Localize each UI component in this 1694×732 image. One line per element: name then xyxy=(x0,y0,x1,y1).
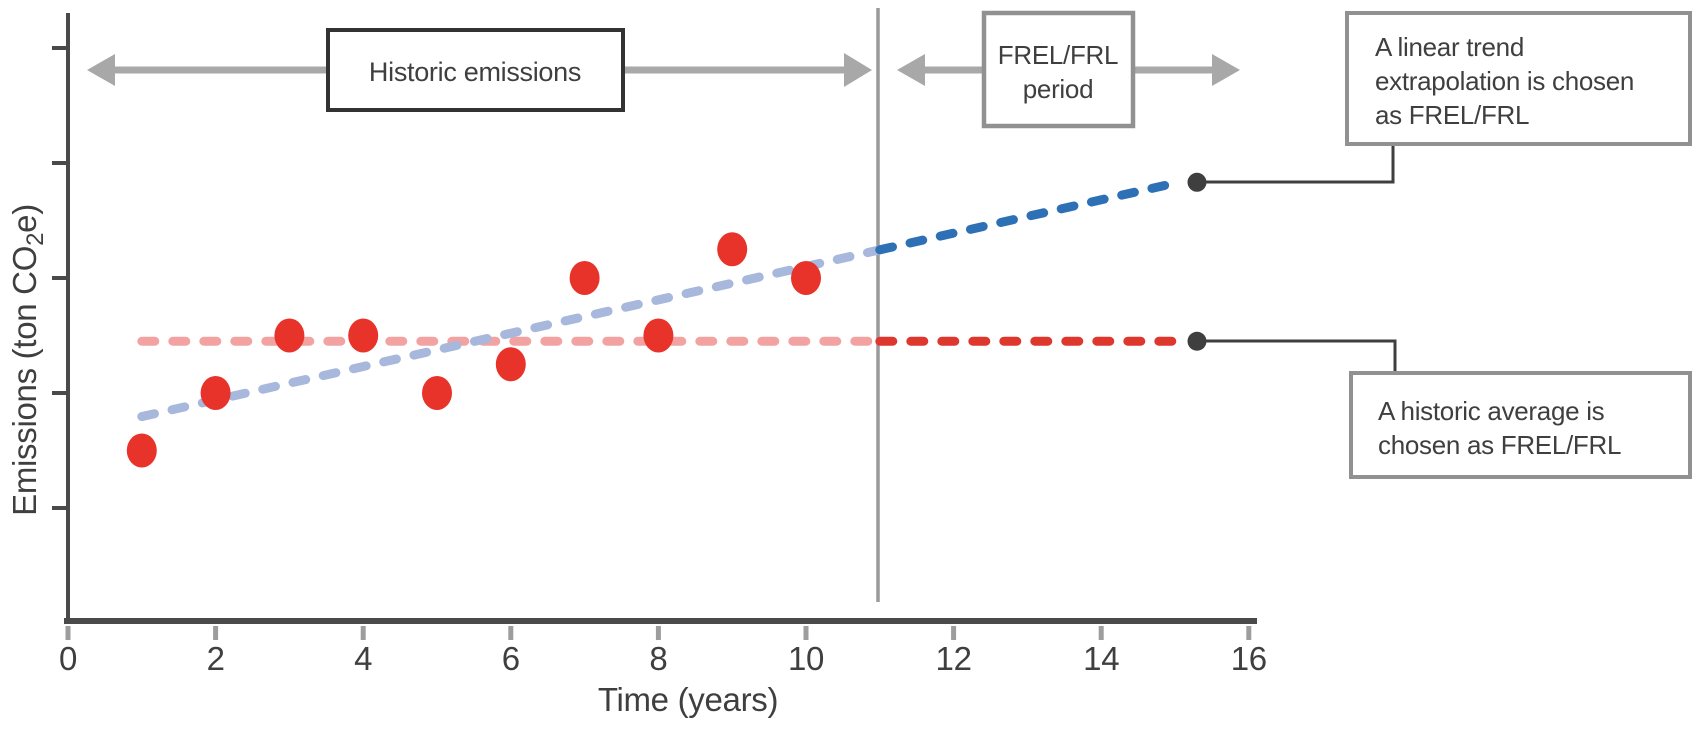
arrowhead-left-icon xyxy=(87,54,115,86)
frel-period-label-box xyxy=(981,10,1136,129)
data-point xyxy=(348,318,379,353)
historic-emissions-label-box xyxy=(326,28,625,112)
data-point xyxy=(643,318,674,353)
linear-trend-line-historic-segment xyxy=(137,245,885,422)
x-tick-label: 0 xyxy=(59,640,77,677)
y-axis-title-subscript: 2 xyxy=(22,233,49,246)
annotation-box xyxy=(1349,371,1692,479)
connector-line-trend xyxy=(1197,146,1395,184)
data-point xyxy=(495,347,526,382)
annotation-line: extrapolation is chosen xyxy=(1375,66,1634,96)
annotation-line: chosen as FREL/FRL xyxy=(1378,430,1621,460)
data-point xyxy=(422,376,452,410)
frel-period-label-line2: period xyxy=(1023,74,1093,104)
annotation-line: A linear trend xyxy=(1375,32,1524,62)
data-point xyxy=(126,433,157,468)
connector-line-average xyxy=(1197,339,1397,375)
x-tick-label: 12 xyxy=(936,640,972,677)
x-tick-label: 2 xyxy=(207,640,225,677)
frel-period-arrow: FREL/FRL period xyxy=(897,10,1240,129)
y-axis-title-text: e) xyxy=(6,204,43,233)
annotation-line: A historic average is xyxy=(1378,396,1605,426)
x-tick-label: 4 xyxy=(354,640,372,677)
x-tick-label: 6 xyxy=(502,640,520,677)
plot-series-group xyxy=(126,172,1207,468)
x-tick-label: 16 xyxy=(1231,640,1267,677)
data-point xyxy=(569,261,600,295)
data-point xyxy=(791,261,821,295)
axis-ticks-group: 0 2 4 6 8 10 12 14 16 xyxy=(52,46,1267,677)
annotation-line: as FREL/FRL xyxy=(1375,100,1529,130)
historic-emissions-arrow: Historic emissions xyxy=(87,28,872,112)
data-point xyxy=(200,376,231,410)
frel-period-label-line1: FREL/FRL xyxy=(998,40,1118,70)
x-tick-label: 10 xyxy=(788,640,824,677)
arrowhead-right-icon xyxy=(1212,54,1240,86)
y-axis-title: Emissions (ton CO2e) xyxy=(6,204,49,516)
x-tick-label: 14 xyxy=(1083,640,1119,677)
annotation-historic-average: A historic average is chosen as FREL/FRL xyxy=(1349,371,1692,479)
arrowhead-right-icon xyxy=(844,53,872,87)
data-point xyxy=(274,318,305,353)
annotation-linear-trend: A linear trend extrapolation is chosen a… xyxy=(1345,11,1692,146)
x-tick-label: 8 xyxy=(649,640,667,677)
x-axis-title: Time (years) xyxy=(598,681,778,718)
linear-trend-line-frel-segment xyxy=(875,177,1184,255)
historic-emissions-label: Historic emissions xyxy=(369,57,581,87)
annotation-box xyxy=(1345,11,1692,146)
data-point xyxy=(717,232,748,267)
y-axis-title-text: Emissions (ton CO xyxy=(6,246,43,516)
arrowhead-left-icon xyxy=(897,54,925,86)
